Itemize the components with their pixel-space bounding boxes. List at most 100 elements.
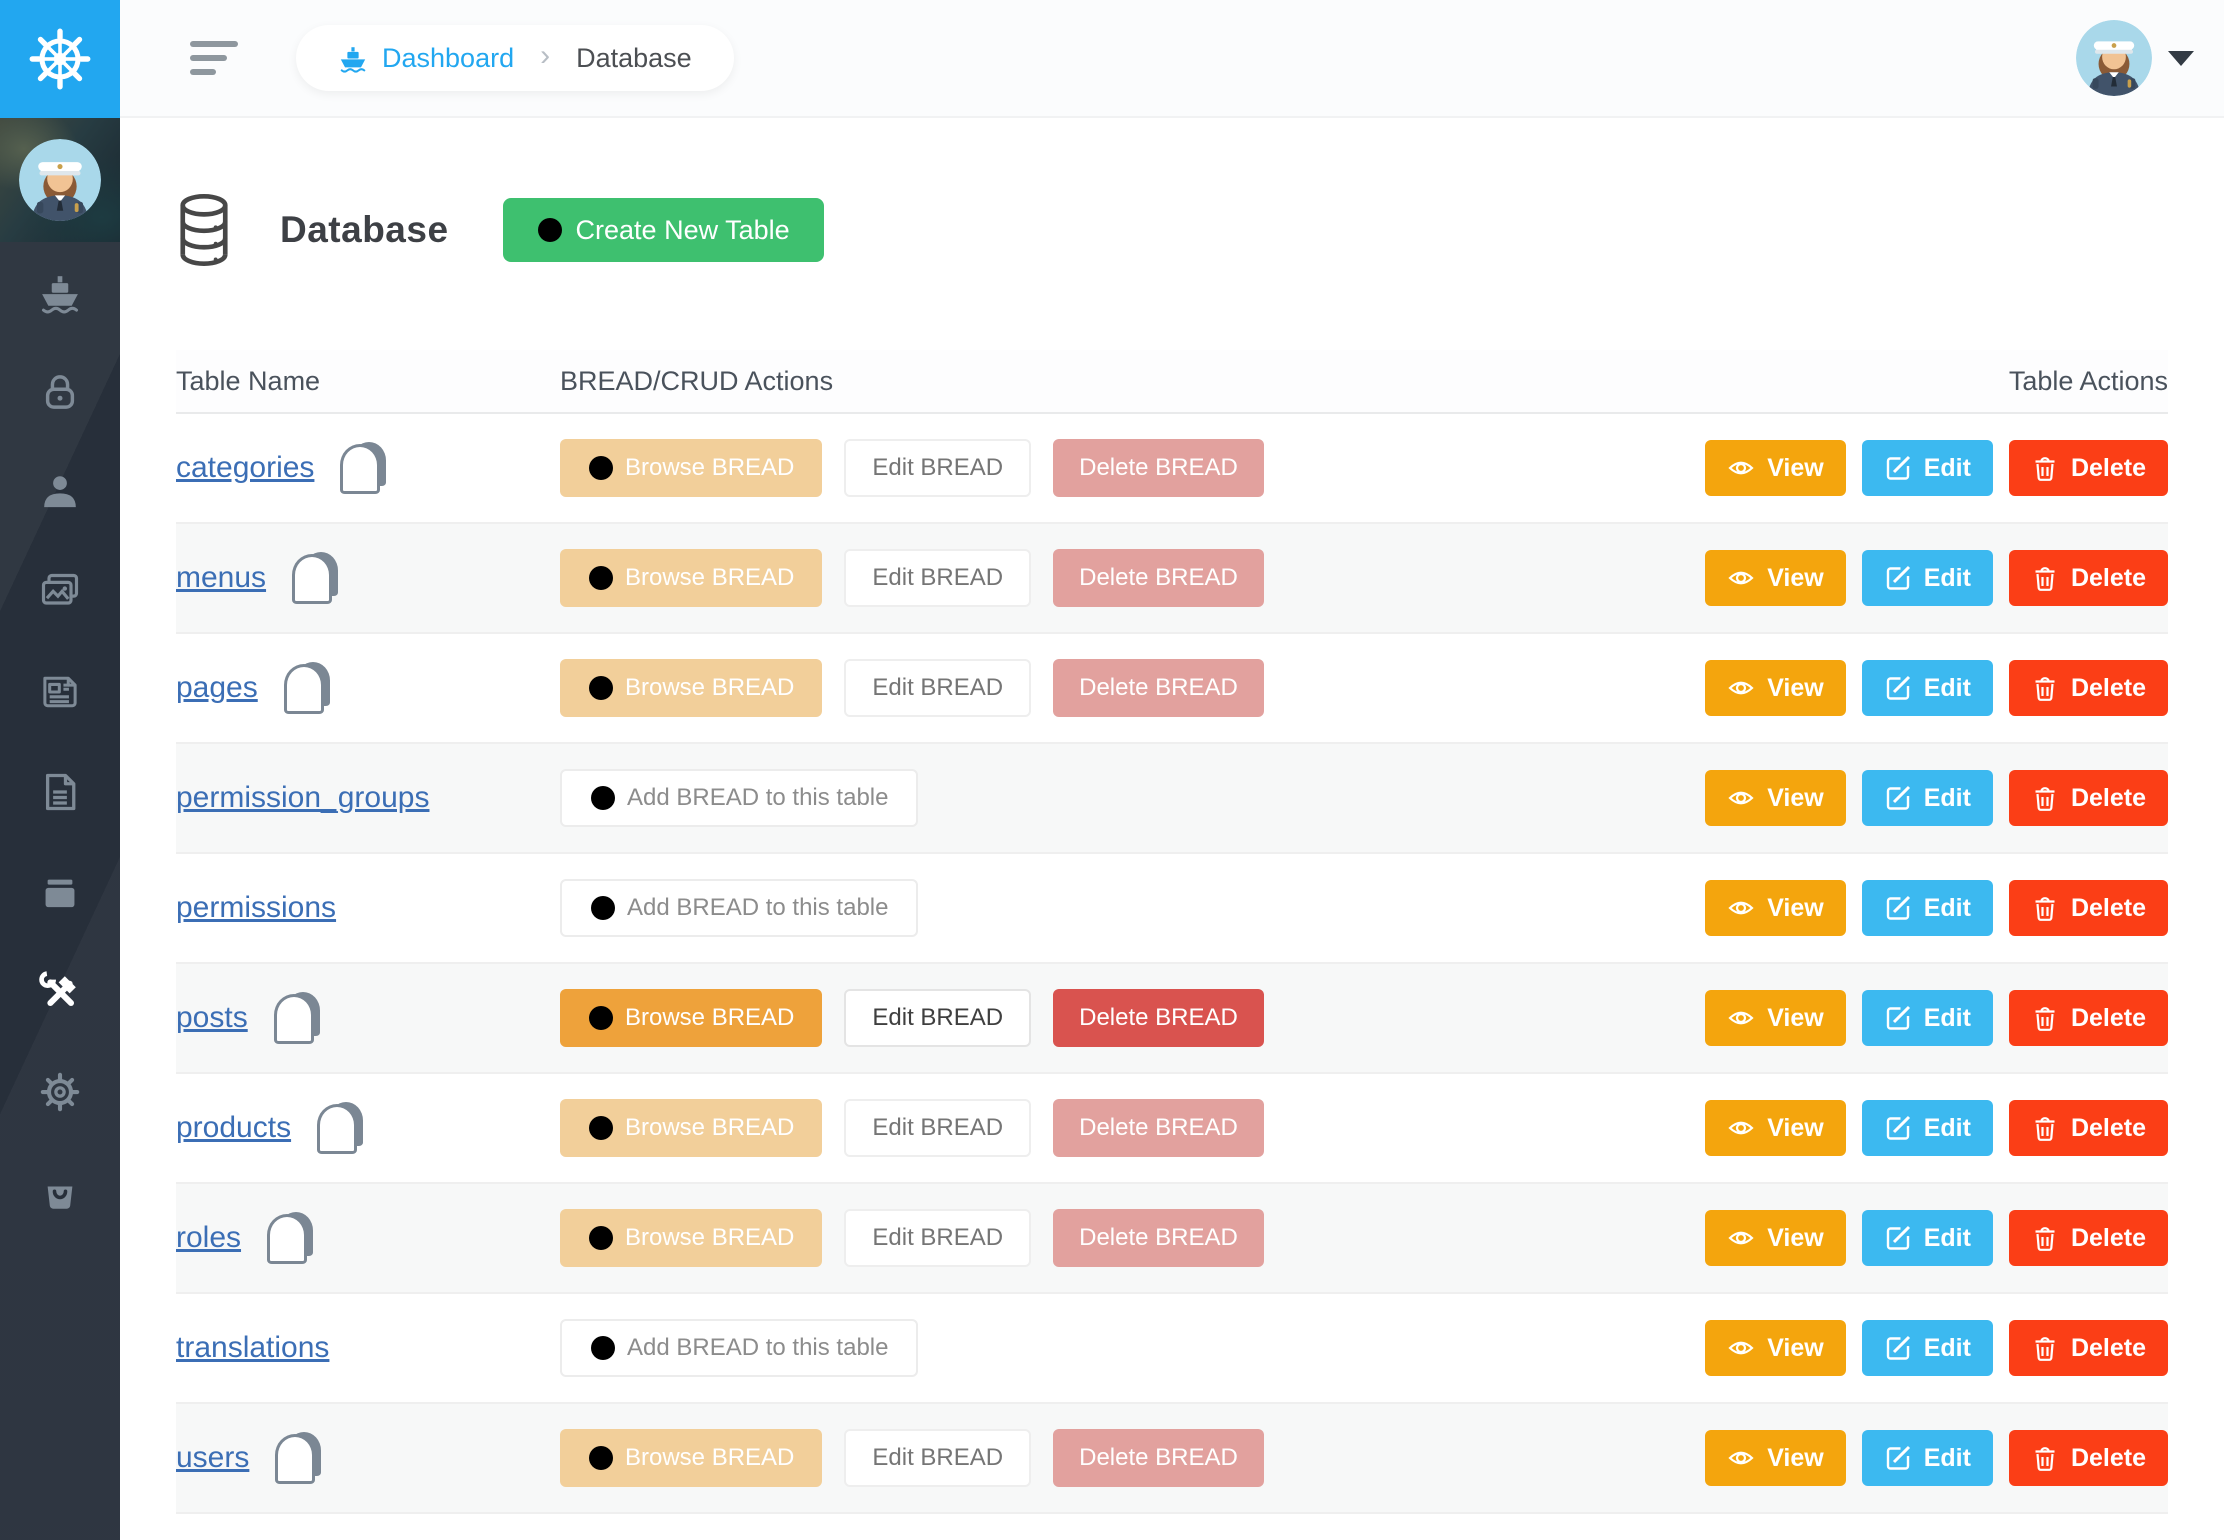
images-icon [41,573,79,605]
edit-button[interactable]: Edit [1861,550,1993,606]
tables-list: Table Name BREAD/CRUD Actions Table Acti… [176,350,2168,1514]
create-new-table-button[interactable]: Create New Table [502,198,824,262]
view-button[interactable]: View [1705,770,1846,826]
sidebar-item-hooks[interactable] [0,1142,120,1242]
sidebar-user-photo[interactable] [0,118,120,242]
table-name-link[interactable]: roles [176,1221,242,1254]
breadcrumb-separator: › [540,39,551,72]
table-name-link[interactable]: pages [176,671,258,704]
delete-bread-button[interactable]: Delete BREAD [1053,659,1264,717]
table-name-link[interactable]: categories [176,451,315,484]
add-bread-button[interactable]: Add BREAD to this table [560,769,919,827]
view-button[interactable]: View [1705,1320,1846,1376]
delete-bread-button[interactable]: Delete BREAD [1053,439,1264,497]
browse-bread-button[interactable]: Browse BREAD [560,989,823,1047]
edit-bread-button[interactable]: Edit BREAD [844,549,1032,607]
eye-icon [1728,681,1754,695]
table-row: roles Browse BREAD Edit BREAD Delete BRE… [176,1184,2168,1294]
view-button[interactable]: View [1705,440,1846,496]
table-name-link[interactable]: permission_groups [176,781,430,814]
edit-button[interactable]: Edit [1861,880,1993,936]
edit-button[interactable]: Edit [1861,770,1993,826]
delete-button[interactable]: Delete [2008,880,2168,936]
add-bread-button[interactable]: Add BREAD to this table [560,1319,919,1377]
sidebar-item-posts[interactable] [0,642,120,742]
delete-button[interactable]: Delete [2008,1430,2168,1486]
edit-bread-button[interactable]: Edit BREAD [844,989,1032,1047]
browse-bread-button[interactable]: Browse BREAD [560,1099,823,1157]
sidebar-item-pages[interactable] [0,742,120,842]
table-name-link[interactable]: products [176,1111,292,1144]
view-button[interactable]: View [1705,990,1846,1046]
delete-button[interactable]: Delete [2008,770,2168,826]
table-body: categories Browse BREAD Edit BREAD Delet… [176,414,2168,1514]
delete-button[interactable]: Delete [2008,440,2168,496]
view-button[interactable]: View [1705,1210,1846,1266]
delete-bread-button[interactable]: Delete BREAD [1053,1099,1264,1157]
edit-button[interactable]: Edit [1861,1320,1993,1376]
main-content: Database Create New Table Table Name BRE… [120,120,2224,1540]
table-name-link[interactable]: translations [176,1331,330,1364]
edit-pencil-icon [1886,455,1910,480]
sidebar-item-media[interactable] [0,542,120,642]
delete-bread-button[interactable]: Delete BREAD [1053,549,1264,607]
edit-bread-button[interactable]: Edit BREAD [844,439,1032,497]
edit-pencil-icon [1886,1335,1910,1360]
browse-bread-button[interactable]: Browse BREAD [560,1429,823,1487]
breadcrumb: Dashboard › Database [296,25,734,91]
table-name-link[interactable]: permissions [176,891,337,924]
delete-bread-button[interactable]: Delete BREAD [1053,1429,1264,1487]
add-bread-button[interactable]: Add BREAD to this table [560,879,919,937]
sidebar-item-roles[interactable] [0,342,120,442]
delete-button[interactable]: Delete [2008,660,2168,716]
sidebar-item-users[interactable] [0,442,120,542]
edit-button[interactable]: Edit [1861,1430,1993,1486]
edit-button[interactable]: Edit [1861,440,1993,496]
gear-icon [40,1072,80,1112]
voyager-logo[interactable] [0,0,120,118]
edit-bread-button[interactable]: Edit BREAD [844,1209,1032,1267]
edit-bread-button[interactable]: Edit BREAD [844,659,1032,717]
sidebar-item-categories[interactable] [0,842,120,942]
edit-button[interactable]: Edit [1861,1100,1993,1156]
edit-bread-button[interactable]: Edit BREAD [844,1429,1032,1487]
edit-button[interactable]: Edit [1861,990,1993,1046]
header-table-name: Table Name [176,365,321,396]
browse-bread-button[interactable]: Browse BREAD [560,1209,823,1267]
header-bread-actions: BREAD/CRUD Actions [560,365,834,396]
menu-toggle-icon[interactable] [190,41,238,75]
delete-bread-button[interactable]: Delete BREAD [1053,1209,1264,1267]
delete-button[interactable]: Delete [2008,1100,2168,1156]
ship-icon [338,43,368,73]
delete-button[interactable]: Delete [2008,550,2168,606]
table-name-link[interactable]: posts [176,1001,248,1034]
browse-bread-button[interactable]: Browse BREAD [560,549,823,607]
delete-button[interactable]: Delete [2008,1320,2168,1376]
sidebar-item-dashboard[interactable] [0,242,120,342]
box-icon [45,879,75,908]
view-button[interactable]: View [1705,550,1846,606]
plus-circle-icon [588,675,614,701]
browse-bread-button[interactable]: Browse BREAD [560,439,823,497]
browse-bread-button[interactable]: Browse BREAD [560,659,823,717]
edit-button[interactable]: Edit [1861,660,1993,716]
breadcrumb-dashboard-link[interactable]: Dashboard [382,42,515,73]
delete-button[interactable]: Delete [2008,990,2168,1046]
view-button[interactable]: View [1705,880,1846,936]
view-button[interactable]: View [1705,660,1846,716]
sidebar-item-settings[interactable] [0,1042,120,1142]
table-name-link[interactable]: users [176,1441,250,1474]
table-row: categories Browse BREAD Edit BREAD Delet… [176,414,2168,524]
delete-bread-button[interactable]: Delete BREAD [1053,989,1264,1047]
edit-button[interactable]: Edit [1861,1210,1993,1266]
table-name-link[interactable]: menus [176,561,267,594]
view-button[interactable]: View [1705,1430,1846,1486]
user-menu[interactable] [2076,20,2194,96]
bag-icon [47,1186,73,1209]
sidebar-item-tools[interactable] [0,942,120,1042]
eye-icon [1728,461,1754,475]
delete-button[interactable]: Delete [2008,1210,2168,1266]
view-button[interactable]: View [1705,1100,1846,1156]
edit-bread-button[interactable]: Edit BREAD [844,1099,1032,1157]
plus-circle-icon [588,1225,614,1251]
